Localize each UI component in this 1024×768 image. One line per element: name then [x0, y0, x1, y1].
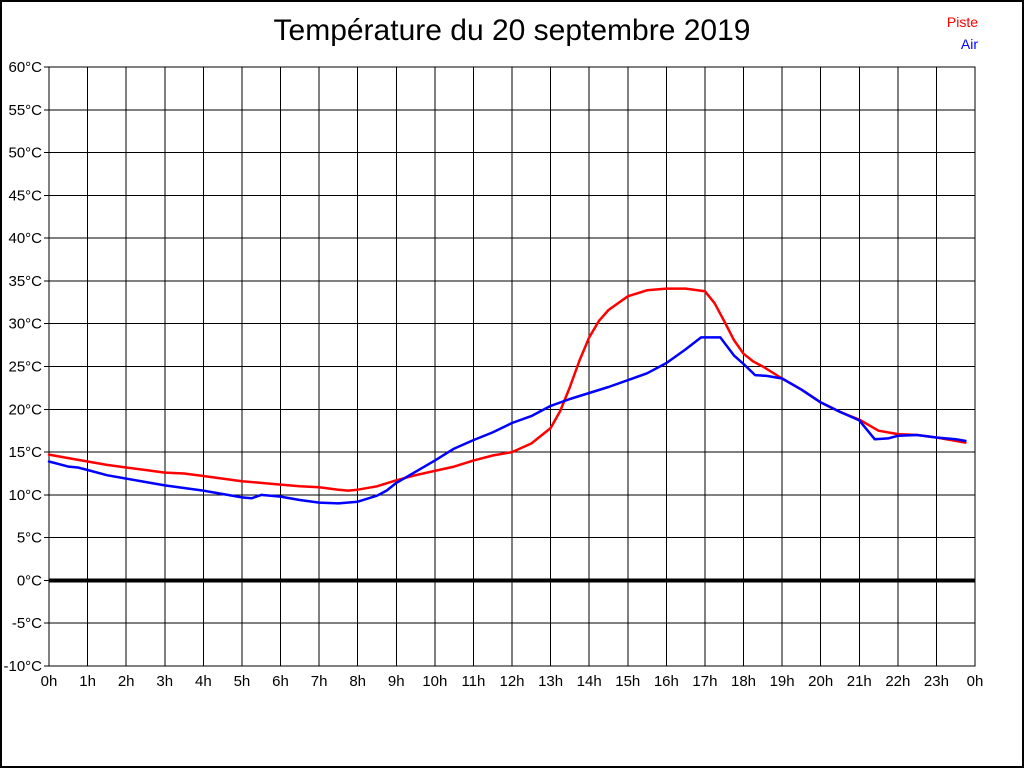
x-tick-label: 12h: [499, 673, 524, 690]
y-tick-label: 25°C: [8, 359, 42, 376]
y-tick-label: 5°C: [17, 530, 42, 547]
y-tick-label: 50°C: [8, 145, 42, 162]
y-tick-label: 20°C: [8, 401, 42, 418]
x-tick-label: 3h: [156, 673, 173, 690]
x-tick-label: 11h: [461, 673, 485, 690]
x-tick-label: 8h: [349, 673, 366, 690]
y-tick-label: 45°C: [8, 187, 42, 204]
series-piste-line: [47, 287, 967, 492]
y-tick-label: 15°C: [8, 444, 42, 461]
legend-item-piste: Piste: [946, 14, 978, 30]
y-tick-label: 55°C: [8, 102, 42, 119]
x-tick-label: 6h: [272, 673, 289, 690]
x-tick-label: 18h: [731, 673, 756, 690]
x-tick-label: 15h: [615, 673, 640, 690]
x-tick-label: 7h: [311, 673, 328, 690]
x-tick-label: 0h: [967, 673, 984, 690]
y-tick-label: 30°C: [8, 316, 42, 333]
plot-border: [48, 66, 976, 667]
x-tick-label: 19h: [770, 673, 795, 690]
x-tick-label: 23h: [924, 673, 949, 690]
x-tick-label: 9h: [388, 673, 405, 690]
x-axis-labels: 0h 1h 2h 3h 4h 5h 6h 7h 8h 9h 10h 11h 12h 13h 14h 15h 16…: [41, 673, 984, 690]
y-tick-label: 10°C: [8, 487, 42, 504]
x-tick-label: 17h: [692, 673, 717, 690]
y-tick-label: 60°C: [8, 59, 42, 76]
x-tick-label: 14h: [577, 673, 602, 690]
x-tick-label: 13h: [538, 673, 563, 690]
x-tick-label: 5h: [234, 673, 251, 690]
y-tick-label: 40°C: [8, 230, 42, 247]
x-tick-label: 4h: [195, 673, 212, 690]
x-tick-label: 1h: [79, 673, 96, 690]
grid: [44, 66, 976, 667]
legend-item-air: Air: [960, 36, 978, 52]
y-tick-label: -5°C: [12, 615, 42, 632]
x-tick-label: 0h: [41, 673, 58, 690]
x-tick-label: 21h: [847, 673, 872, 690]
x-tick-label: 22h: [885, 673, 910, 690]
series-air-line: [47, 336, 967, 505]
legend: Piste Air: [947, 11, 978, 55]
y-tick-label: -10°C: [3, 658, 42, 675]
x-tick-label: 2h: [118, 673, 135, 690]
x-tick-label: 10h: [422, 673, 447, 690]
y-axis-labels: -10°C -5°C 0°C 5°C 10°C 15°C 20°C 25°C 30°C 35°C 4…: [3, 59, 42, 675]
y-tick-label: 0°C: [17, 572, 42, 589]
chart-title: Température du 20 septembre 2019: [273, 14, 751, 47]
x-tick-label: 16h: [654, 673, 679, 690]
x-tick-label: 20h: [808, 673, 833, 690]
y-tick-label: 35°C: [8, 273, 42, 290]
